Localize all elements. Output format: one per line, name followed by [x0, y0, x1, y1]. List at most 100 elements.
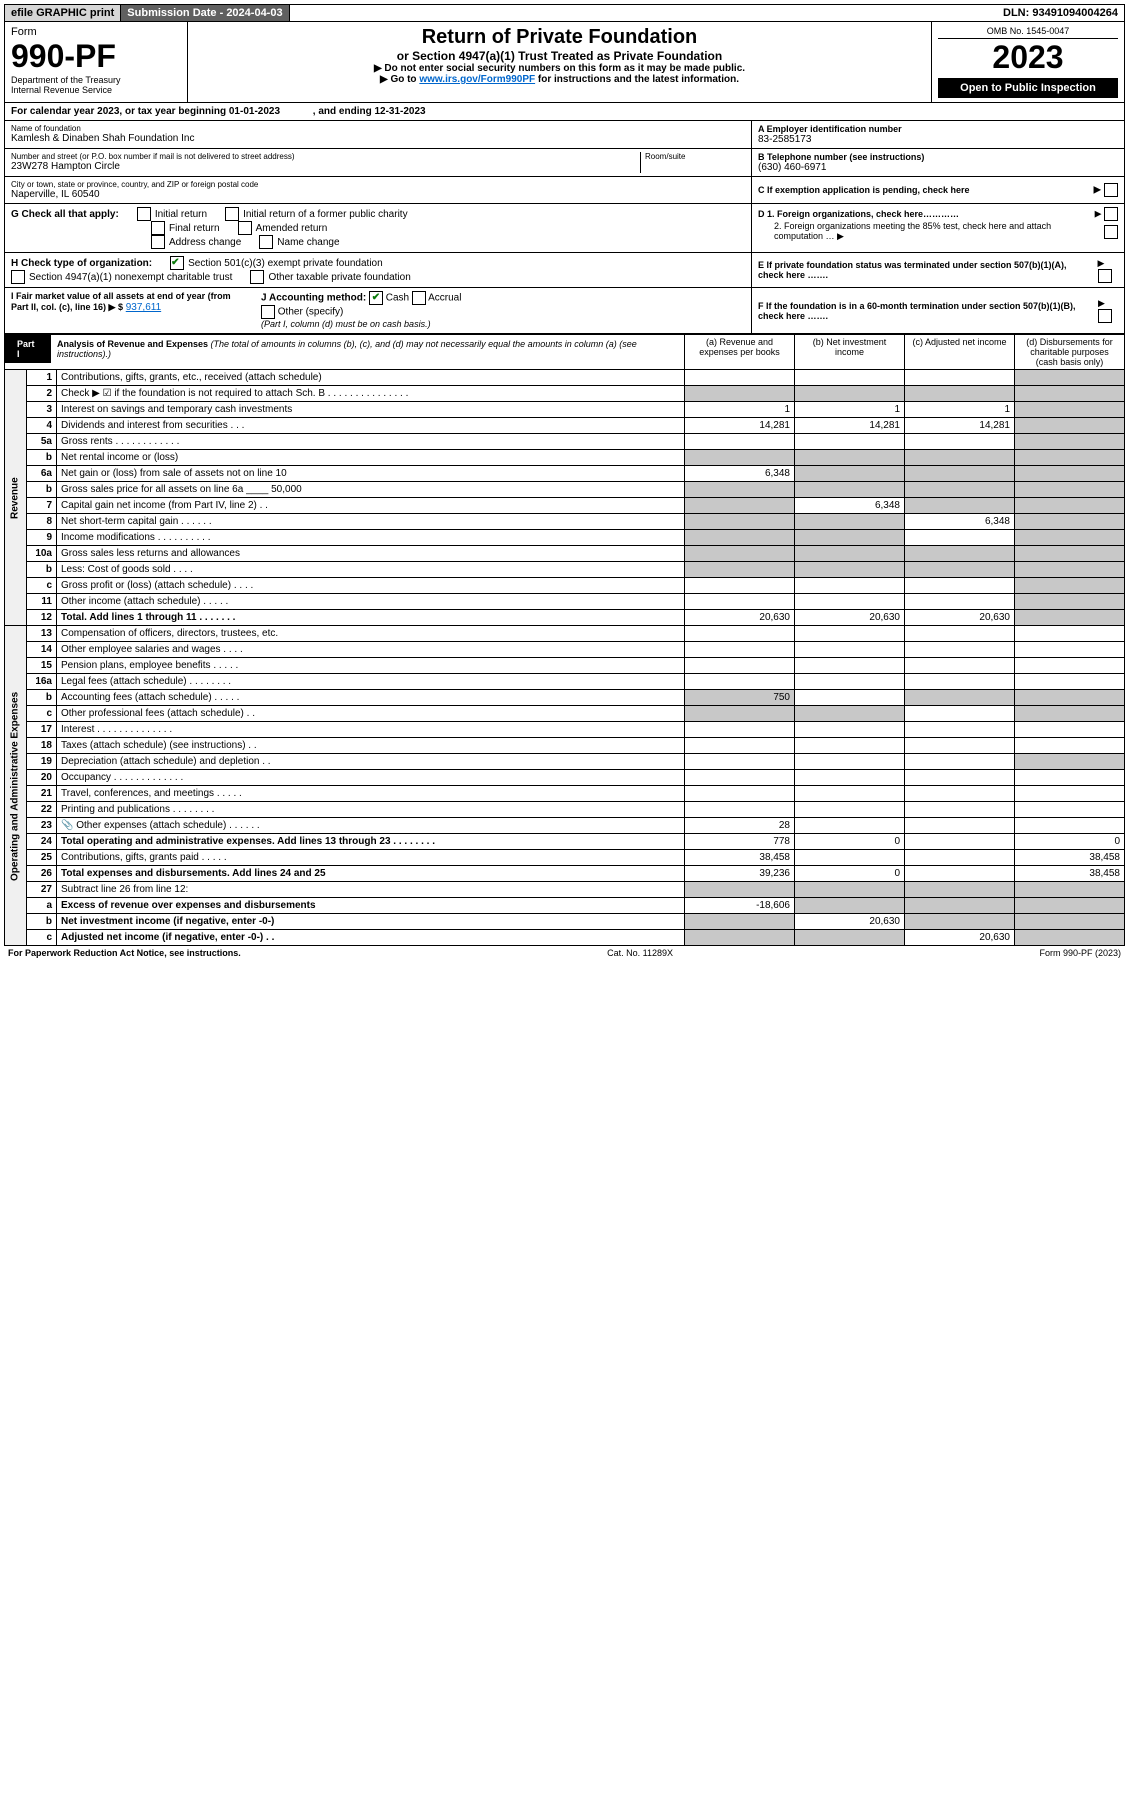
cell	[905, 450, 1015, 466]
footer-mid: Cat. No. 11289X	[607, 948, 673, 958]
cell	[1015, 914, 1125, 930]
g-initial-former[interactable]	[225, 207, 239, 221]
line-desc: Accounting fees (attach schedule) . . . …	[57, 690, 685, 706]
cell	[905, 546, 1015, 562]
cell	[1015, 898, 1125, 914]
line-number: b	[27, 690, 57, 706]
j-other[interactable]	[261, 305, 275, 319]
cell	[795, 850, 905, 866]
cell	[905, 562, 1015, 578]
cell	[685, 434, 795, 450]
cell	[905, 722, 1015, 738]
cell: 14,281	[795, 418, 905, 434]
room-label: Room/suite	[645, 152, 745, 161]
cell	[905, 658, 1015, 674]
cell	[1015, 530, 1125, 546]
tax-year: 2023	[938, 39, 1118, 76]
g-initial[interactable]	[137, 207, 151, 221]
j-accrual[interactable]	[412, 291, 426, 305]
i-value[interactable]: 937,611	[126, 302, 161, 313]
form-link[interactable]: www.irs.gov/Form990PF	[419, 74, 535, 85]
line-number: 23	[27, 818, 57, 834]
cell	[685, 882, 795, 898]
g-namechange[interactable]	[259, 235, 273, 249]
line-desc: Contributions, gifts, grants, etc., rece…	[57, 370, 685, 386]
line-number: c	[27, 706, 57, 722]
revenue-label: Revenue	[5, 370, 27, 626]
cell	[1015, 482, 1125, 498]
cell	[1015, 498, 1125, 514]
g-addrchange[interactable]	[151, 235, 165, 249]
cell	[685, 562, 795, 578]
line-number: 10a	[27, 546, 57, 562]
line-number: 6a	[27, 466, 57, 482]
line-desc: Travel, conferences, and meetings . . . …	[57, 786, 685, 802]
cell	[1015, 370, 1125, 386]
line-desc: Dividends and interest from securities .…	[57, 418, 685, 434]
line-number: b	[27, 562, 57, 578]
cell	[685, 642, 795, 658]
line-desc: Less: Cost of goods sold . . . .	[57, 562, 685, 578]
cell	[685, 786, 795, 802]
cell: 20,630	[905, 610, 1015, 626]
line-desc: Total. Add lines 1 through 11 . . . . . …	[57, 610, 685, 626]
cell	[905, 882, 1015, 898]
cell	[905, 754, 1015, 770]
line-number: c	[27, 930, 57, 946]
h-other[interactable]	[250, 270, 264, 284]
cell	[795, 786, 905, 802]
col-b: (b) Net investment income	[795, 335, 905, 370]
line-number: 27	[27, 882, 57, 898]
g-amended[interactable]	[238, 221, 252, 235]
d2-checkbox[interactable]	[1104, 225, 1118, 239]
g-final[interactable]	[151, 221, 165, 235]
line-desc: Income modifications . . . . . . . . . .	[57, 530, 685, 546]
cell: 6,348	[685, 466, 795, 482]
cell	[795, 674, 905, 690]
line-desc: Contributions, gifts, grants paid . . . …	[57, 850, 685, 866]
cell	[905, 770, 1015, 786]
d1-checkbox[interactable]	[1104, 207, 1118, 221]
f-checkbox[interactable]	[1098, 309, 1112, 323]
cell	[795, 530, 905, 546]
line-desc: Net rental income or (loss)	[57, 450, 685, 466]
cell	[1015, 722, 1125, 738]
ein: 83-2585173	[758, 134, 1118, 145]
cell	[795, 626, 905, 642]
h-501c3[interactable]	[170, 256, 184, 270]
form-title: Return of Private Foundation	[194, 26, 925, 49]
cell	[685, 706, 795, 722]
line-number: 5a	[27, 434, 57, 450]
cell	[1015, 818, 1125, 834]
j-note: (Part I, column (d) must be on cash basi…	[261, 319, 431, 329]
cell: 20,630	[795, 914, 905, 930]
line-desc: Other professional fees (attach schedule…	[57, 706, 685, 722]
efile-label[interactable]: efile GRAPHIC print	[5, 5, 121, 21]
line-number: 21	[27, 786, 57, 802]
form-note2: ▶ Go to www.irs.gov/Form990PF for instru…	[194, 74, 925, 85]
line-desc: Total operating and administrative expen…	[57, 834, 685, 850]
cell	[685, 498, 795, 514]
cell: 0	[795, 866, 905, 882]
line-number: 8	[27, 514, 57, 530]
c-checkbox[interactable]	[1104, 183, 1118, 197]
cell	[795, 450, 905, 466]
h-4947[interactable]	[11, 270, 25, 284]
cell	[905, 738, 1015, 754]
cell	[905, 850, 1015, 866]
cell	[1015, 642, 1125, 658]
line-desc: Gross sales less returns and allowances	[57, 546, 685, 562]
cell	[905, 642, 1015, 658]
cell	[1015, 418, 1125, 434]
e-checkbox[interactable]	[1098, 269, 1112, 283]
part1-title: Analysis of Revenue and Expenses	[57, 339, 208, 349]
cell	[1015, 802, 1125, 818]
j-cash[interactable]	[369, 291, 383, 305]
open-public: Open to Public Inspection	[938, 78, 1118, 98]
telephone: (630) 460-6971	[758, 162, 1118, 173]
c-label: C If exemption application is pending, c…	[758, 185, 970, 195]
cell: 0	[795, 834, 905, 850]
cell	[795, 466, 905, 482]
line-number: 17	[27, 722, 57, 738]
cell	[1015, 754, 1125, 770]
